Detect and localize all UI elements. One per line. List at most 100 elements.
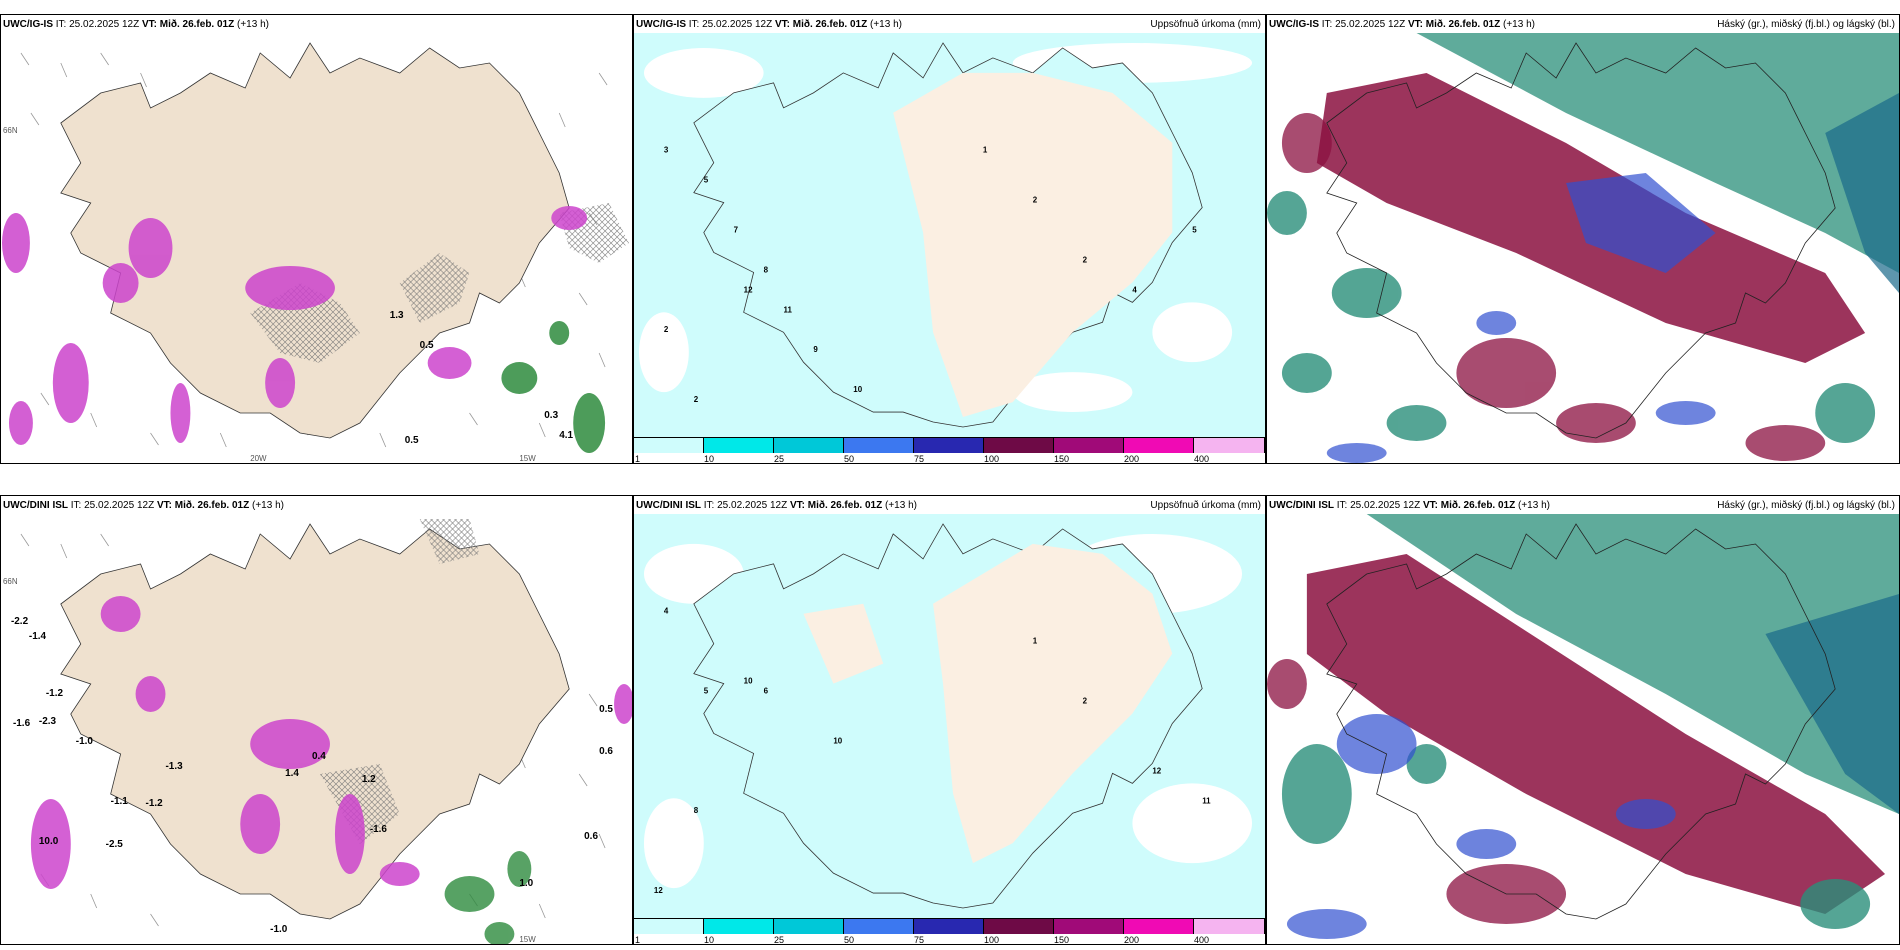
svg-text:5: 5 bbox=[1192, 226, 1197, 235]
svg-text:12: 12 bbox=[654, 886, 663, 895]
svg-text:5: 5 bbox=[704, 176, 709, 185]
svg-text:12: 12 bbox=[744, 285, 753, 294]
svg-text:1.2: 1.2 bbox=[362, 774, 376, 785]
svg-text:2: 2 bbox=[694, 395, 699, 404]
precip-values: 3 5 7 8 12 11 9 10 1 2 2 4 5 2 2 bbox=[664, 146, 1197, 404]
map-area: 4 5 10 6 12 10 1 2 12 11 8 bbox=[634, 514, 1265, 918]
panel-header: UWC/IG-IS IT: 25.02.2025 12Z VT: Mið. 26… bbox=[1269, 19, 1535, 30]
cbar-box bbox=[634, 437, 704, 453]
svg-text:66N: 66N bbox=[3, 577, 18, 586]
temp-labels: 0.5 0.3 4.1 0.5 1.3 bbox=[390, 310, 574, 446]
svg-text:10: 10 bbox=[853, 385, 862, 394]
panel-ig-temp: UWC/IG-IS IT: 25.02.2025 12Z VT: Mið. 26… bbox=[0, 14, 633, 464]
panel-title: Uppsöfnuð úrkoma (mm) bbox=[1150, 19, 1261, 30]
panel-dini-temp: UWC/DINI ISL IT: 25.02.2025 12Z VT: Mið.… bbox=[0, 495, 633, 945]
svg-text:10: 10 bbox=[833, 736, 842, 745]
svg-text:7: 7 bbox=[734, 226, 739, 235]
panel-dini-clouds: UWC/DINI ISL IT: 25.02.2025 12Z VT: Mið.… bbox=[1266, 495, 1900, 945]
svg-text:15W: 15W bbox=[519, 454, 536, 463]
svg-text:2: 2 bbox=[1083, 255, 1088, 264]
cloud-map bbox=[1267, 514, 1899, 944]
svg-text:2: 2 bbox=[1083, 697, 1088, 706]
svg-text:1: 1 bbox=[1033, 637, 1038, 646]
cbar-box bbox=[704, 437, 774, 453]
panel-header: UWC/IG-IS IT: 25.02.2025 12Z VT: Mið. 26… bbox=[3, 19, 269, 30]
cbar-tick: 1 bbox=[635, 454, 641, 464]
colorbar: 1 10 25 50 75 100 150 200 400 bbox=[634, 918, 1265, 944]
svg-text:5: 5 bbox=[704, 687, 709, 696]
svg-text:11: 11 bbox=[1202, 796, 1211, 805]
svg-text:-2.3: -2.3 bbox=[39, 716, 57, 727]
dry-areas bbox=[638, 42, 1253, 413]
panel-header: UWC/IG-IS IT: 25.02.2025 12Z VT: Mið. 26… bbox=[636, 19, 902, 30]
svg-text:2: 2 bbox=[1033, 196, 1038, 205]
svg-text:8: 8 bbox=[764, 265, 769, 274]
svg-text:1.3: 1.3 bbox=[390, 310, 404, 321]
svg-text:0.5: 0.5 bbox=[599, 704, 613, 715]
iceland-land bbox=[60, 42, 570, 439]
cbar-box bbox=[774, 437, 844, 453]
iceland-land bbox=[60, 523, 570, 920]
map-area: -2.2 -1.4 -1.2 -1.6 -2.3 -1.0 -1.3 -1.1 … bbox=[1, 514, 632, 944]
svg-text:8: 8 bbox=[694, 806, 699, 815]
temp-map: -2.2 -1.4 -1.2 -1.6 -2.3 -1.0 -1.3 -1.1 … bbox=[3, 519, 632, 944]
cbar-box bbox=[984, 437, 1054, 453]
map-area bbox=[1267, 33, 1899, 463]
cbar-box bbox=[914, 437, 984, 453]
svg-text:-1.3: -1.3 bbox=[165, 761, 183, 772]
svg-text:4: 4 bbox=[1132, 285, 1137, 294]
svg-text:66N: 66N bbox=[3, 126, 18, 135]
map-area: 0.5 0.3 4.1 0.5 1.3 66N 20W 15W bbox=[1, 33, 632, 463]
svg-text:10: 10 bbox=[744, 677, 753, 686]
svg-text:-1.0: -1.0 bbox=[270, 924, 288, 935]
precip-map: 4 5 10 6 12 10 1 2 12 11 8 bbox=[634, 514, 1265, 918]
svg-text:1.0: 1.0 bbox=[519, 878, 533, 889]
map-area: 3 5 7 8 12 11 9 10 1 2 2 4 5 2 2 bbox=[634, 33, 1265, 437]
svg-text:0.6: 0.6 bbox=[584, 831, 598, 842]
svg-text:6: 6 bbox=[764, 687, 769, 696]
panel-title: Háský (gr.), miðský (fj.bl.) og lágský (… bbox=[1717, 19, 1895, 30]
svg-text:4: 4 bbox=[664, 607, 669, 616]
cbar-tick: 400 bbox=[1194, 454, 1210, 464]
svg-text:0.4: 0.4 bbox=[312, 751, 326, 762]
cbar-tick: 75 bbox=[914, 454, 925, 464]
panel-title: Háský (gr.), miðský (fj.bl.) og lágský (… bbox=[1717, 500, 1895, 511]
cloud-map bbox=[1267, 33, 1899, 463]
svg-text:1: 1 bbox=[983, 146, 988, 155]
svg-text:-1.6: -1.6 bbox=[370, 824, 388, 835]
svg-text:-1.6: -1.6 bbox=[13, 718, 31, 729]
cbar-tick: 25 bbox=[774, 454, 785, 464]
panel-ig-precip: UWC/IG-IS IT: 25.02.2025 12Z VT: Mið. 26… bbox=[633, 14, 1266, 464]
svg-text:9: 9 bbox=[813, 345, 818, 354]
temp-labels: -2.2 -1.4 -1.2 -1.6 -2.3 -1.0 -1.3 -1.1 … bbox=[11, 616, 613, 935]
svg-text:11: 11 bbox=[784, 305, 793, 314]
svg-text:3: 3 bbox=[664, 146, 669, 155]
svg-text:12: 12 bbox=[1152, 766, 1161, 775]
cbar-tick: 200 bbox=[1124, 454, 1140, 464]
cbar-tick: 50 bbox=[844, 454, 855, 464]
cbar-box bbox=[1194, 437, 1265, 453]
svg-text:-1.0: -1.0 bbox=[76, 736, 94, 747]
iceland-outline bbox=[1326, 523, 1836, 920]
svg-text:-1.1: -1.1 bbox=[111, 796, 129, 807]
svg-text:0.3: 0.3 bbox=[544, 410, 558, 421]
precip-map: 3 5 7 8 12 11 9 10 1 2 2 4 5 2 2 bbox=[634, 33, 1265, 437]
svg-text:-1.4: -1.4 bbox=[29, 631, 47, 642]
map-area bbox=[1267, 514, 1899, 944]
svg-text:2: 2 bbox=[664, 325, 669, 334]
panel-header: UWC/DINI ISL IT: 25.02.2025 12Z VT: Mið.… bbox=[636, 500, 917, 511]
cbar-box bbox=[1124, 437, 1194, 453]
hatched-area bbox=[399, 253, 470, 323]
svg-text:15W: 15W bbox=[519, 935, 536, 944]
land-dry bbox=[893, 72, 1173, 418]
svg-text:0.5: 0.5 bbox=[405, 435, 419, 446]
panel-title: Uppsöfnuð úrkoma (mm) bbox=[1150, 500, 1261, 511]
temp-map: 0.5 0.3 4.1 0.5 1.3 66N 20W 15W bbox=[1, 42, 630, 463]
svg-text:1.4: 1.4 bbox=[285, 768, 299, 779]
panel-header: UWC/DINI ISL IT: 25.02.2025 12Z VT: Mið.… bbox=[1269, 500, 1550, 511]
svg-text:-1.2: -1.2 bbox=[146, 798, 164, 809]
svg-text:0.5: 0.5 bbox=[420, 340, 434, 351]
panel-ig-clouds: UWC/IG-IS IT: 25.02.2025 12Z VT: Mið. 26… bbox=[1266, 14, 1900, 464]
lat-lon-labels: 66N 20W 15W bbox=[3, 126, 536, 463]
svg-text:-2.5: -2.5 bbox=[106, 839, 124, 850]
